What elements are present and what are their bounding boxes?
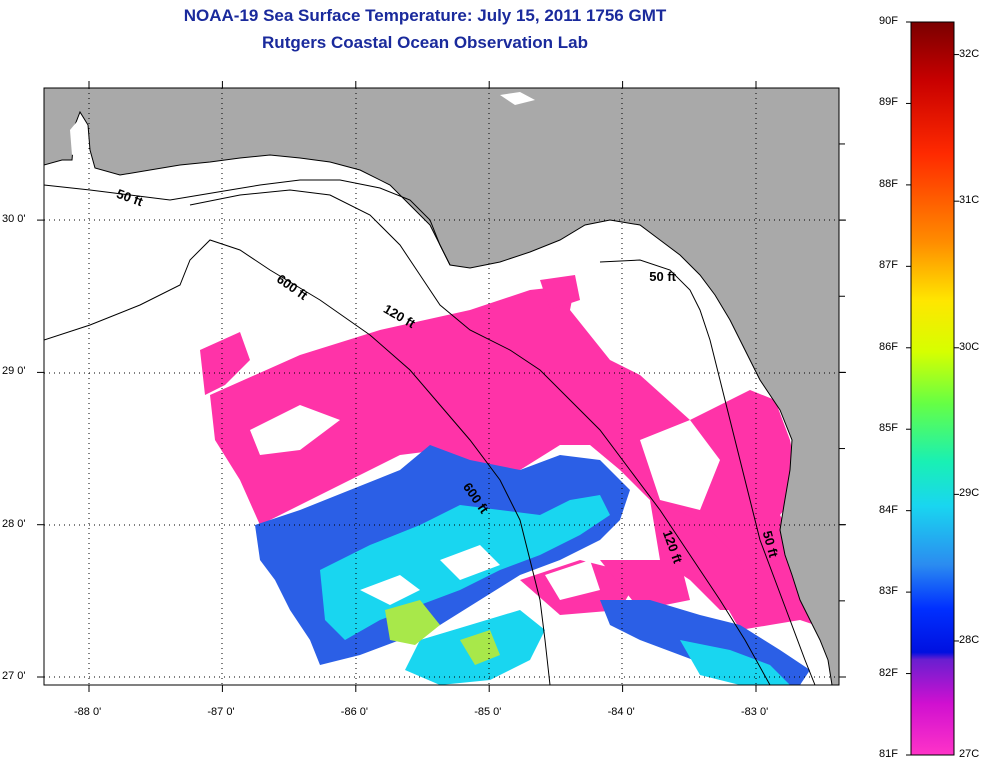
colorbar-f-label: 81F (879, 748, 898, 760)
land (44, 88, 839, 685)
colorbar-gradient (910, 21, 955, 756)
lon-tick-label: -83 0' (741, 706, 769, 718)
contour-label: 50 ft (649, 269, 676, 284)
colorbar-f-label: 87F (879, 259, 898, 272)
colorbar-c-label: 29C (959, 487, 980, 500)
colorbar-f-label: 86F (879, 340, 898, 353)
map-title: NOAA-19 Sea Surface Temperature: July 15… (183, 6, 667, 25)
colorbar-f-label: 82F (879, 666, 898, 679)
depth-contours (44, 179, 816, 685)
lon-tick-label: -87 0' (207, 706, 235, 718)
axis-ticks (37, 81, 846, 692)
colorbar-c-label: 31C (959, 194, 980, 207)
lon-tick-label: -85 0' (474, 706, 502, 718)
map-subtitle: Rutgers Coastal Ocean Observation Lab (262, 33, 588, 52)
colorbar-f-label: 83F (879, 585, 898, 598)
lat-tick-label: 29 0' (2, 365, 26, 378)
colorbar-c-label: 32C (959, 47, 980, 60)
lon-tick-label: -84 0' (607, 706, 635, 718)
colorbar-f-label: 88F (879, 177, 898, 190)
colorbar-c-label: 27C (959, 748, 980, 760)
colorbar-c-label: 30C (959, 340, 980, 353)
lat-tick-label: 28 0' (2, 517, 26, 530)
lat-tick-label: 27 0' (2, 670, 26, 682)
colorbar-f-label: 84F (879, 503, 898, 516)
colorbar-f-label: 85F (879, 422, 898, 435)
lon-tick-label: -86 0' (340, 706, 368, 718)
lon-tick-label: -88 0' (74, 706, 102, 718)
colorbar-f-label: 90F (879, 15, 898, 27)
lat-tick-label: 30 0' (2, 213, 26, 226)
colorbar-c-label: 28C (959, 633, 980, 646)
sst-green-patches (385, 600, 500, 665)
contour-label: 50 ft (760, 529, 782, 559)
map-frame (43, 87, 840, 686)
colorbar-f-label: 89F (879, 96, 898, 109)
